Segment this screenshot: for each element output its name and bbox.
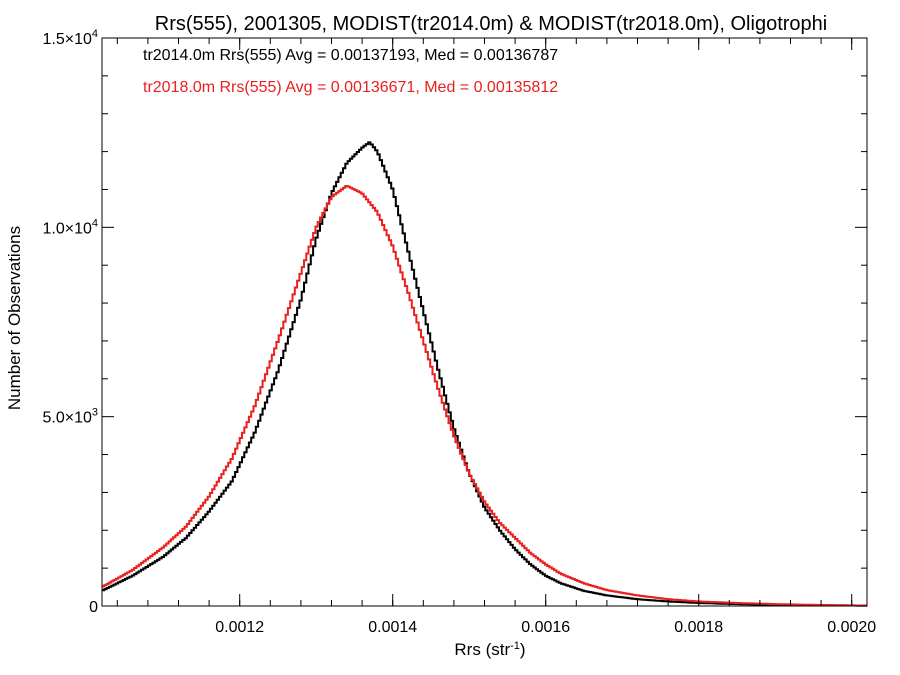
y-tick-mantissa: 5.0×10: [42, 410, 91, 427]
x-axis-label-superscript: -1: [510, 640, 520, 652]
y-tick-label: 1.0×104: [42, 217, 98, 237]
x-tick-label: 0.0020: [827, 619, 876, 636]
series-line-0: [102, 141, 867, 607]
x-tick-label: 0.0014: [368, 619, 417, 636]
y-tick-label: 1.5×104: [42, 28, 98, 48]
x-tick-label: 0.0016: [521, 619, 570, 636]
y-tick-exponent: 4: [92, 217, 98, 229]
annotation-red-series: tr2018.0m Rrs(555) Avg = 0.00136671, Med…: [143, 79, 558, 96]
y-axis-label-text: Number of Observations: [5, 226, 24, 410]
y-tick-label: 5.0×103: [42, 407, 98, 427]
plot-area: 0.0012 0.0014 0.0016 0.0018 0.0020 0 5.0×103 1.…: [42, 28, 876, 636]
x-axis-label: Rrs (str-1): [454, 640, 525, 659]
y-tick-mantissa: 0: [89, 599, 98, 616]
x-axis-label-close: ): [520, 640, 526, 659]
y-tick-exponent: 4: [92, 28, 98, 40]
annotation-black-series: tr2014.0m Rrs(555) Avg = 0.00137193, Med…: [143, 47, 558, 64]
x-tick-label: 0.0018: [674, 619, 723, 636]
y-tick-exponent: 3: [92, 407, 98, 419]
x-axis-label-main: Rrs (str: [454, 640, 510, 659]
series-line-1: [102, 185, 867, 607]
x-tick-label: 0.0012: [215, 619, 264, 636]
chart-title: Rrs(555), 2001305, MODIST(tr2014.0m) & M…: [155, 13, 827, 35]
plot-frame: [101, 37, 868, 607]
y-tick-mantissa: 1.0×10: [42, 220, 91, 237]
y-tick-label: 0: [89, 599, 98, 616]
y-tick-mantissa: 1.5×10: [42, 31, 91, 48]
y-axis-label: Number of Observations: [5, 226, 24, 410]
